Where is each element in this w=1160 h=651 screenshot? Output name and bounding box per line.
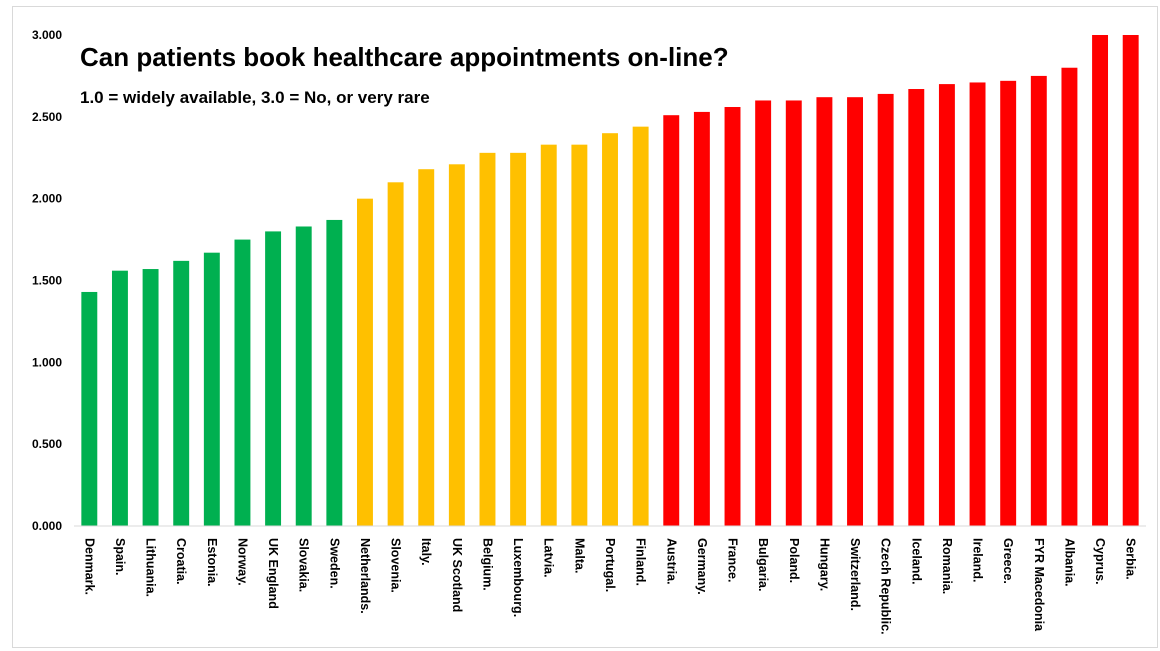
- bar: [785, 100, 802, 526]
- x-tick-label: France.: [726, 538, 740, 582]
- x-tick-label: Ireland.: [971, 538, 985, 582]
- bar: [969, 82, 986, 527]
- x-tick-label: Cyprus.: [1093, 538, 1107, 585]
- x-tick-label: Greece.: [1001, 538, 1015, 584]
- x-tick-label: Spain.: [113, 538, 127, 576]
- x-tick-label: Switzerland.: [848, 538, 862, 611]
- y-tick-label: 2.000: [32, 192, 62, 206]
- bar: [1030, 75, 1047, 527]
- bar: [448, 164, 465, 527]
- x-tick-label: Estonia.: [205, 538, 219, 587]
- x-tick-label: Poland.: [787, 538, 801, 583]
- x-tick-label: Germany.: [695, 538, 709, 595]
- x-tick-label: Croatia.: [174, 538, 188, 585]
- y-tick-label: 2.500: [32, 110, 62, 124]
- y-tick-label: 0.500: [32, 437, 62, 451]
- x-tick-label: Czech Republic.: [879, 538, 893, 635]
- bar: [387, 182, 404, 527]
- bar: [724, 107, 741, 526]
- chart-subtitle: 1.0 = widely available, 3.0 = No, or ver…: [80, 88, 430, 107]
- y-tick-label: 1.500: [32, 274, 62, 288]
- x-tick-label: Albania.: [1062, 538, 1076, 587]
- bar: [234, 239, 251, 526]
- x-tick-label: UK Scotland: [450, 538, 464, 612]
- x-tick-label: Hungary.: [817, 538, 831, 591]
- bar: [326, 219, 343, 526]
- x-tick-label: Malta.: [572, 538, 586, 573]
- x-axis-labels: Denmark. Spain. Lithuania. Croatia. Estonia.…: [82, 538, 1137, 635]
- x-tick-label: Lithuania.: [144, 538, 158, 597]
- bar: [540, 144, 557, 526]
- bar: [847, 97, 863, 526]
- bar: [111, 270, 128, 526]
- y-axis: 0.000 0.500 1.000 1.500 2.000 2.500 3.000: [32, 28, 62, 533]
- bar: [265, 231, 282, 526]
- bar: [81, 291, 98, 526]
- y-tick-label: 0.000: [32, 519, 62, 533]
- bar: [632, 126, 649, 527]
- x-tick-label: Belgium.: [480, 538, 494, 591]
- bar: [908, 89, 925, 526]
- bar: [693, 111, 710, 527]
- bar: [602, 133, 618, 526]
- bar: [1092, 35, 1109, 526]
- x-tick-label: Slovenia.: [389, 538, 403, 593]
- bar: [571, 144, 588, 526]
- bar: [1000, 80, 1017, 526]
- bar: [173, 260, 190, 526]
- chart-title: Can patients book healthcare appointment…: [80, 42, 729, 72]
- y-tick-label: 3.000: [32, 28, 62, 42]
- bar: [295, 226, 312, 527]
- x-tick-label: Slovakia.: [297, 538, 311, 592]
- x-tick-label: Netherlands.: [358, 538, 372, 614]
- bar: [1122, 35, 1139, 526]
- bars: [81, 35, 1139, 527]
- bar: [142, 269, 159, 526]
- x-tick-label: UK England: [266, 538, 280, 609]
- x-tick-label: Portugal.: [603, 538, 617, 592]
- x-tick-label: Romania.: [940, 538, 954, 594]
- bar: [663, 115, 680, 526]
- x-tick-label: Serbia.: [1124, 538, 1138, 580]
- x-tick-label: Latvia.: [542, 538, 556, 578]
- bar: [938, 84, 955, 526]
- x-tick-label: Iceland.: [909, 538, 923, 585]
- x-tick-label: Bulgaria.: [756, 538, 770, 592]
- bar: [357, 198, 373, 527]
- x-tick-label: Luxembourg.: [511, 538, 525, 617]
- chart-frame: [12, 6, 1158, 648]
- x-tick-label: Finland.: [634, 538, 648, 586]
- x-tick-label: Norway.: [235, 538, 249, 586]
- bar: [418, 169, 435, 526]
- bar: [479, 152, 496, 526]
- y-tick-label: 1.000: [32, 355, 62, 369]
- x-tick-label: Sweden.: [327, 538, 341, 589]
- bar: [1061, 67, 1078, 526]
- x-tick-label: FYR Macedonia: [1032, 538, 1046, 632]
- bar: [816, 97, 833, 526]
- bar: [755, 100, 772, 526]
- bar: [877, 93, 894, 527]
- x-tick-label: Austria.: [664, 538, 678, 585]
- bar: [203, 252, 220, 526]
- bar: [510, 152, 527, 526]
- x-tick-label: Denmark.: [82, 538, 96, 595]
- x-tick-label: Italy.: [419, 538, 433, 566]
